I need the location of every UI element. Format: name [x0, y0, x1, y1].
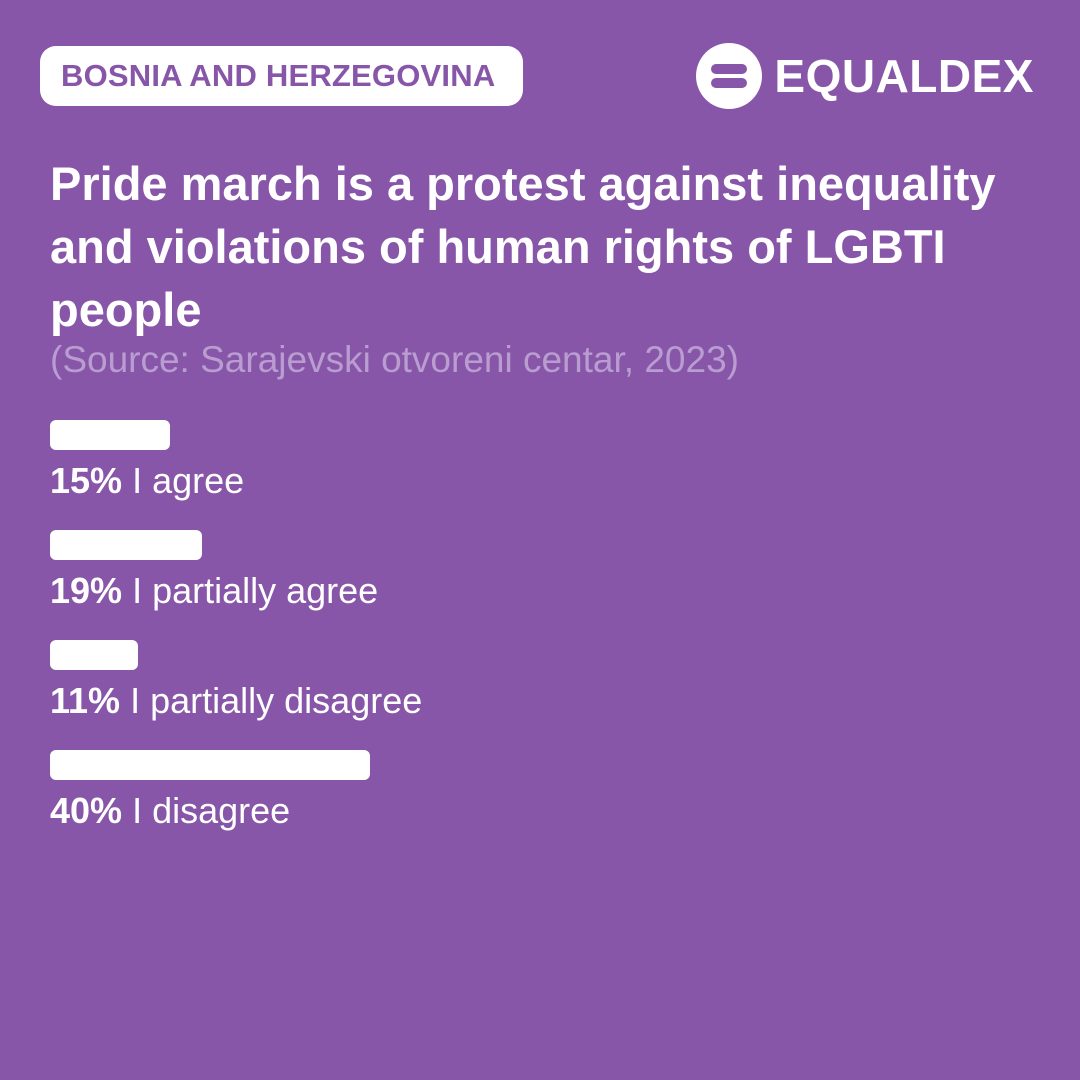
- country-badge: BOSNIA AND HERZEGOVINA: [40, 46, 524, 106]
- result-category-label: I partially disagree: [130, 680, 423, 721]
- result-row: 11% I partially disagree: [50, 640, 1030, 750]
- result-label: 19% I partially agree: [50, 568, 378, 614]
- result-bar: [50, 530, 202, 560]
- result-row: 40% I disagree: [50, 750, 1030, 860]
- result-row: 19% I partially agree: [50, 530, 1030, 640]
- result-bar: [50, 420, 170, 450]
- equaldex-logo-icon: [696, 43, 763, 109]
- result-category-label: I disagree: [132, 790, 291, 831]
- result-bar: [50, 750, 370, 780]
- result-value-label: 11%: [50, 680, 121, 721]
- result-row: 15% I agree: [50, 420, 1030, 530]
- result-value-label: 19%: [50, 570, 123, 611]
- chart-source: (Source: Sarajevski otvoreni centar, 202…: [50, 339, 739, 380]
- result-label: 40% I disagree: [50, 788, 290, 834]
- country-name: BOSNIA AND HERZEGOVINA: [61, 58, 496, 93]
- result-category-label: I agree: [132, 460, 245, 501]
- result-value-label: 15%: [50, 460, 123, 501]
- result-value-label: 40%: [50, 790, 123, 831]
- result-label: 15% I agree: [50, 458, 244, 504]
- brand-name: EQUALDEX: [774, 50, 1034, 102]
- brand-logo-group[interactable]: EQUALDEX: [696, 42, 1034, 110]
- result-category-label: I partially agree: [132, 570, 379, 611]
- result-label: 11% I partially disagree: [50, 678, 422, 724]
- result-bar: [50, 640, 138, 670]
- chart-title: Pride march is a protest against inequal…: [50, 157, 996, 336]
- results-chart: 15% I agree 19% I partially agree 11% I pa…: [50, 420, 1030, 860]
